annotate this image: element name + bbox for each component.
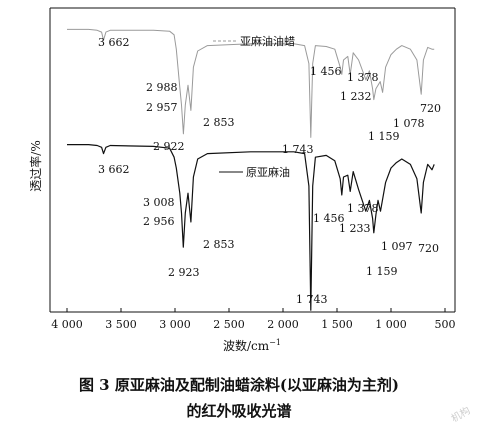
series-line-linseed-oil-wax	[67, 28, 435, 138]
x-tick-label: 4 000	[51, 318, 83, 331]
peak-label: 720	[418, 242, 439, 255]
spectrum-series	[67, 28, 435, 311]
legend-label: 亚麻油油蜡	[240, 34, 295, 48]
peak-label: 2 957	[146, 101, 178, 114]
peak-label: 2 853	[203, 116, 235, 129]
peak-label: 720	[420, 102, 441, 115]
x-tick-label: 3 000	[159, 318, 191, 331]
x-tick-label: 2 000	[267, 318, 299, 331]
peak-label: 1 078	[393, 117, 425, 130]
peak-label: 1 378	[347, 71, 379, 84]
peak-label: 3 662	[98, 36, 130, 49]
peak-label: 1 233	[339, 222, 371, 235]
y-axis-title: 透过率/%	[28, 140, 43, 191]
x-axis-title-sup: −1	[269, 338, 281, 347]
x-axis-ticks: 4 000 3 500 3 000 2 500 2 000 1 500 1 000 500	[51, 308, 456, 331]
figure-caption-line-1: 图 3 原亚麻油及配制油蜡涂料(以亚麻油为主剂)	[78, 376, 400, 394]
peak-label: 2 988	[146, 81, 178, 94]
x-axis-title: 波数/cm−1	[223, 338, 281, 353]
peak-label: 2 956	[143, 215, 175, 228]
peak-label: 3 008	[143, 196, 175, 209]
ir-spectrum-chart: 4 000 3 500 3 000 2 500 2 000 1 500 1 000 500 3…	[28, 7, 456, 353]
legend-top: 亚麻油油蜡	[213, 34, 295, 48]
x-tick-label: 500	[435, 318, 456, 331]
x-tick-label: 1 500	[321, 318, 353, 331]
peak-labels: 3 662 2 988 2 957 2 853 2 922 1 743 1 45…	[98, 36, 441, 306]
peak-label: 2 853	[203, 238, 235, 251]
series-line-raw-linseed-oil	[67, 144, 435, 311]
peak-label: 3 662	[98, 163, 130, 176]
figure-caption-line-2: 的红外吸收光谱	[186, 402, 292, 420]
x-tick-label: 2 500	[213, 318, 245, 331]
peak-label: 1 159	[368, 130, 400, 143]
peak-label: 1 159	[366, 265, 398, 278]
peak-label: 1 097	[381, 240, 413, 253]
peak-label: 1 378	[347, 202, 379, 215]
peak-label: 1 743	[296, 293, 328, 306]
peak-label: 2 922	[153, 140, 185, 153]
x-tick-label: 1 000	[375, 318, 407, 331]
peak-label: 1 456	[310, 65, 342, 78]
peak-label: 1 743	[282, 143, 314, 156]
peak-label: 1 232	[340, 90, 372, 103]
legend-bottom: 原亚麻油	[219, 165, 290, 179]
peak-label: 2 923	[168, 266, 200, 279]
peak-label: 1 456	[313, 212, 345, 225]
legend-label: 原亚麻油	[246, 165, 290, 179]
x-tick-label: 3 500	[105, 318, 137, 331]
x-axis-title-main: 波数/cm	[223, 338, 270, 353]
